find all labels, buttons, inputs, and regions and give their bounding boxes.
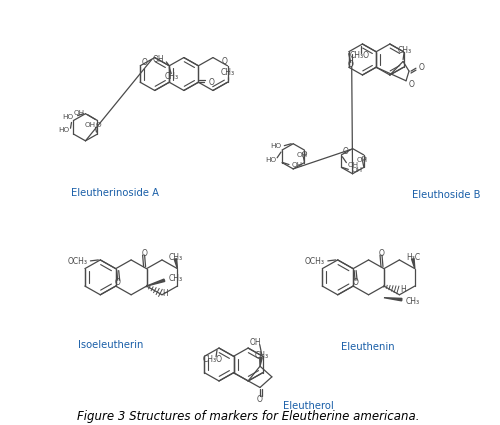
Text: OH: OH bbox=[84, 122, 96, 128]
Text: HO: HO bbox=[62, 113, 74, 119]
Text: CH₃: CH₃ bbox=[220, 68, 234, 77]
Text: H: H bbox=[400, 286, 406, 295]
Text: OH: OH bbox=[292, 162, 303, 167]
Text: Eleutherol: Eleutherol bbox=[282, 401, 334, 411]
Text: O: O bbox=[208, 78, 214, 87]
Text: O: O bbox=[352, 278, 358, 287]
Text: O: O bbox=[142, 249, 148, 258]
Text: O: O bbox=[222, 57, 227, 66]
Text: O: O bbox=[96, 122, 102, 128]
Text: CH₃: CH₃ bbox=[168, 252, 182, 261]
Text: HO: HO bbox=[58, 127, 70, 133]
Polygon shape bbox=[384, 298, 402, 301]
Text: OH: OH bbox=[356, 157, 368, 163]
Text: OH: OH bbox=[297, 152, 308, 158]
Text: O: O bbox=[342, 147, 348, 156]
Text: CH₃: CH₃ bbox=[406, 297, 420, 306]
Text: CH₃: CH₃ bbox=[398, 46, 412, 55]
Text: CH₃O: CH₃O bbox=[203, 355, 223, 364]
Text: HO: HO bbox=[270, 143, 281, 149]
Text: H₃C: H₃C bbox=[406, 252, 420, 261]
Text: OH: OH bbox=[348, 162, 358, 167]
Text: Isoeleutherin: Isoeleutherin bbox=[78, 340, 143, 350]
Text: O: O bbox=[379, 249, 385, 258]
Text: Eleuthenin: Eleuthenin bbox=[340, 342, 394, 352]
Text: HO: HO bbox=[265, 157, 276, 163]
Polygon shape bbox=[260, 357, 262, 366]
Text: OH: OH bbox=[74, 110, 85, 116]
Text: Figure 3 Structures of markers for Eleutherine americana.: Figure 3 Structures of markers for Eleut… bbox=[78, 410, 420, 423]
Text: CH₃: CH₃ bbox=[255, 351, 269, 360]
Text: OH: OH bbox=[352, 167, 362, 173]
Text: O: O bbox=[409, 80, 415, 89]
Text: OCH₃: OCH₃ bbox=[305, 258, 325, 266]
Text: OH: OH bbox=[250, 338, 262, 347]
Polygon shape bbox=[146, 279, 165, 286]
Polygon shape bbox=[412, 259, 415, 269]
Text: O: O bbox=[361, 156, 366, 162]
Text: OCH₃: OCH₃ bbox=[68, 258, 87, 266]
Text: CH₃: CH₃ bbox=[164, 72, 178, 81]
Text: Eleutherinoside A: Eleutherinoside A bbox=[71, 188, 159, 198]
Text: O: O bbox=[257, 395, 263, 404]
Text: OH: OH bbox=[152, 56, 164, 65]
Text: O: O bbox=[419, 63, 425, 72]
Text: O: O bbox=[115, 278, 120, 287]
Text: O: O bbox=[302, 151, 307, 157]
Text: H: H bbox=[162, 289, 168, 298]
Polygon shape bbox=[174, 259, 178, 269]
Text: O: O bbox=[142, 58, 148, 67]
Text: O: O bbox=[348, 60, 354, 69]
Text: CH₃O: CH₃O bbox=[350, 51, 370, 60]
Text: Eleuthoside B: Eleuthoside B bbox=[412, 190, 480, 200]
Text: CH₃: CH₃ bbox=[168, 274, 182, 283]
